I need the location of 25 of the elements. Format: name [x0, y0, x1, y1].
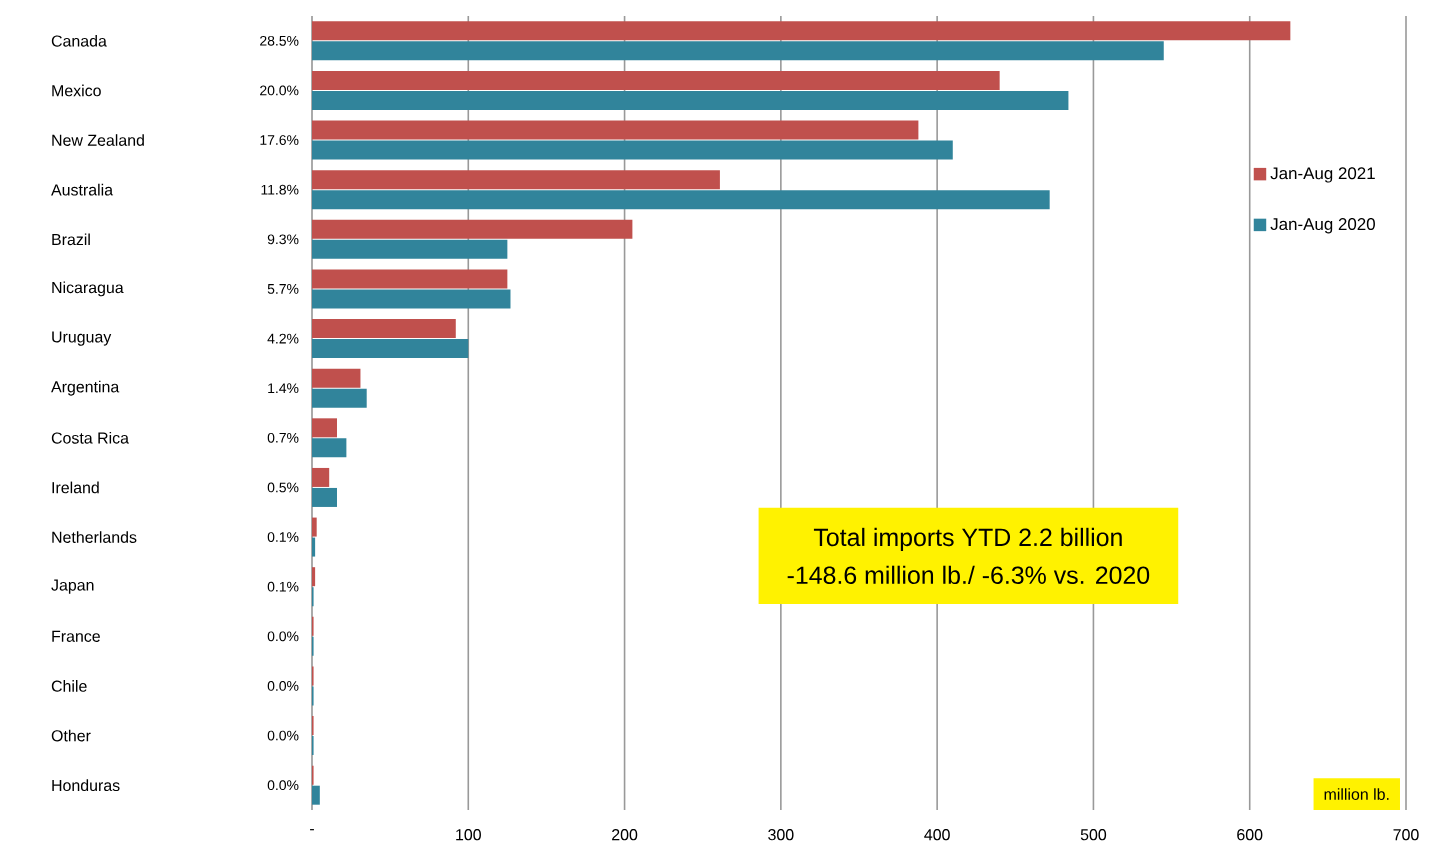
- bar: [312, 368, 361, 388]
- legend-label: Jan-Aug 2021: [1270, 167, 1375, 183]
- bar: [312, 140, 953, 160]
- bar: [312, 90, 1069, 110]
- bar: [312, 120, 919, 140]
- bar: [312, 289, 511, 309]
- bar: [312, 239, 508, 259]
- bar: [312, 190, 1050, 210]
- bar: [312, 785, 320, 805]
- bar: [312, 319, 456, 339]
- annotation: Total imports YTD 2.2 billion: [813, 527, 1122, 552]
- bar: [312, 418, 338, 438]
- bar: [312, 41, 1164, 61]
- annotation: -148.6 million lb./ -6.3% vs. 2020: [787, 565, 1150, 585]
- bar: [312, 438, 347, 458]
- bar: [312, 170, 720, 190]
- bar: [312, 339, 469, 359]
- bar: [312, 467, 330, 487]
- bar: [312, 269, 508, 289]
- bar: [312, 487, 338, 507]
- bar: [312, 388, 367, 408]
- legend-label: Jan-Aug 2020: [1270, 218, 1375, 234]
- bar: [312, 70, 1000, 90]
- bar: [312, 21, 1291, 41]
- bar: [312, 219, 633, 239]
